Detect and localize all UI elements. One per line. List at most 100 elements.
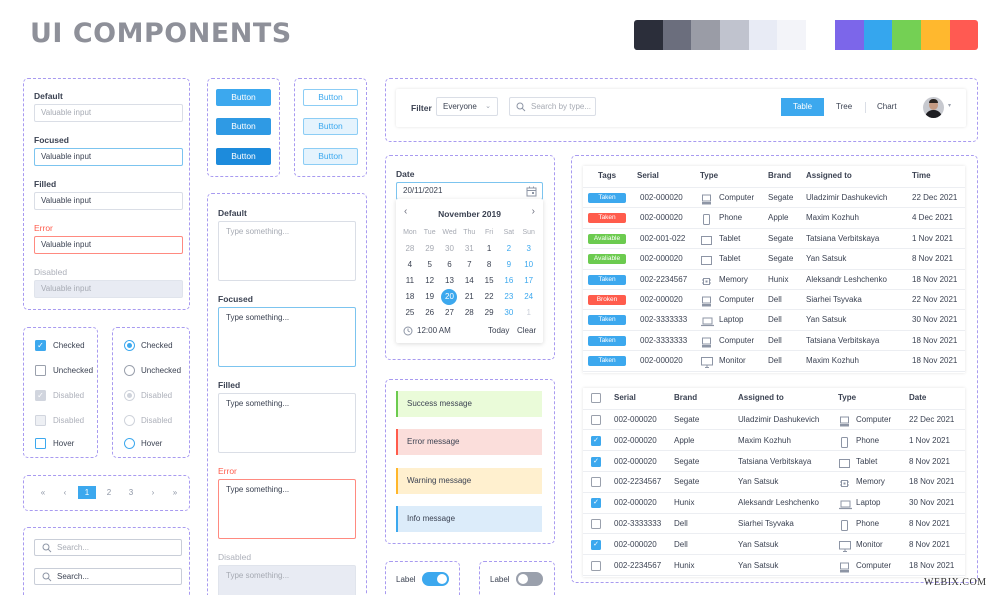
- tab-tree[interactable]: Tree: [836, 102, 853, 111]
- primary-button-hover[interactable]: Button: [216, 118, 271, 135]
- calendar-day[interactable]: 24: [524, 292, 534, 301]
- column-header[interactable]: Brand: [674, 393, 698, 402]
- next-page-button[interactable]: ›: [151, 488, 155, 497]
- table-row[interactable]: Avaliable 002-001-022 Tablet Segate Tatsiana…: [583, 229, 965, 250]
- focused-textarea[interactable]: Type something...: [218, 307, 356, 367]
- table-row[interactable]: Taken 002-3333333 Laptop Dell Yan Satsuk 30 N…: [583, 310, 965, 331]
- calendar-day[interactable]: 6: [447, 260, 452, 269]
- default-input[interactable]: Valuable input: [34, 104, 183, 122]
- secondary-button[interactable]: Button: [303, 89, 358, 106]
- column-header[interactable]: Type: [838, 393, 857, 402]
- next-month-icon[interactable]: ›: [531, 206, 535, 217]
- table-row[interactable]: 002-2234567 Hunix Yan Satsuk Computer 18 Nov…: [583, 556, 965, 576]
- calendar-day[interactable]: 20: [440, 289, 460, 305]
- table-row[interactable]: ✓ 002-000020 Segate Tatsiana Verbitskaya Tab…: [583, 452, 965, 472]
- secondary-button-hover[interactable]: Button: [303, 118, 358, 135]
- focused-input[interactable]: Valuable input: [34, 148, 183, 166]
- calendar-day[interactable]: 10: [524, 260, 534, 269]
- select-all-checkbox[interactable]: [591, 393, 601, 403]
- row-checkbox[interactable]: ✓: [591, 539, 601, 550]
- toggle-on[interactable]: [422, 572, 449, 586]
- tab-chart[interactable]: Chart: [877, 102, 897, 111]
- calendar-day[interactable]: 30: [504, 308, 514, 317]
- primary-button[interactable]: Button: [216, 89, 271, 106]
- table-row[interactable]: 002-3333333 Dell Siarhei Tsyvaka Phone 8 Nov…: [583, 514, 965, 535]
- page-1-button[interactable]: 1: [78, 486, 96, 499]
- toggle-off[interactable]: [516, 572, 543, 586]
- calendar-day[interactable]: 8: [486, 260, 492, 269]
- calendar-day[interactable]: 25: [405, 308, 415, 317]
- calendar-day[interactable]: 19: [425, 292, 435, 301]
- tab-table[interactable]: Table: [781, 98, 824, 116]
- toolbar-search-input[interactable]: Search by type...: [509, 97, 596, 116]
- calendar-day[interactable]: 14: [464, 276, 474, 285]
- today-button[interactable]: Today: [488, 326, 510, 335]
- column-header[interactable]: Serial: [614, 393, 636, 402]
- first-page-button[interactable]: «: [40, 488, 46, 497]
- calendar-day[interactable]: 1: [486, 244, 492, 253]
- column-header[interactable]: Date: [909, 393, 927, 402]
- page-3-button[interactable]: 3: [128, 488, 134, 497]
- table-row[interactable]: Broken 002-000020 Computer Dell Siarhei Tsyv…: [583, 290, 965, 311]
- table-row[interactable]: ✓ 002-000020 Apple Maxim Kozhuh Phone 1 Nov 2…: [583, 431, 965, 452]
- calendar-day[interactable]: 28: [464, 308, 474, 317]
- calendar-day[interactable]: 27: [445, 308, 454, 317]
- checkbox-unchecked[interactable]: Unchecked: [35, 365, 93, 376]
- table-row[interactable]: ✓ 002-000020 Hunix Aleksandr Leshchenko Lapt…: [583, 493, 965, 514]
- calendar-day[interactable]: 21: [464, 292, 474, 301]
- default-textarea[interactable]: Type something...: [218, 221, 356, 281]
- calendar-day[interactable]: 30: [445, 244, 454, 253]
- calendar-day[interactable]: 3: [526, 244, 531, 253]
- calendar-day[interactable]: 15: [484, 276, 494, 285]
- filled-input[interactable]: Valuable input: [34, 192, 183, 210]
- last-page-button[interactable]: »: [172, 488, 178, 497]
- row-checkbox[interactable]: [591, 560, 601, 571]
- calendar-day[interactable]: 11: [405, 276, 415, 285]
- prev-page-button[interactable]: ‹: [63, 488, 67, 497]
- calendar-day[interactable]: 29: [484, 308, 494, 317]
- row-checkbox[interactable]: ✓: [591, 435, 601, 446]
- table-row[interactable]: 002-000020 Segate Uladzimir Dashukevich Com…: [583, 410, 965, 431]
- radio-hover[interactable]: Hover: [124, 438, 162, 449]
- search-input[interactable]: Search...: [34, 539, 182, 556]
- search-input-filled[interactable]: Search...: [34, 568, 182, 585]
- calendar-day[interactable]: 1: [526, 308, 531, 317]
- calendar-day[interactable]: 29: [425, 244, 435, 253]
- checkbox-checked[interactable]: ✓ Checked: [35, 340, 85, 351]
- avatar[interactable]: [923, 97, 944, 118]
- column-header[interactable]: Type: [700, 171, 719, 180]
- clear-button[interactable]: Clear: [517, 326, 537, 335]
- column-header[interactable]: Serial: [637, 171, 659, 180]
- table-row[interactable]: Taken 002-2234567 Memory Hunix Aleksandr Les…: [583, 270, 965, 290]
- table-row[interactable]: Avaliable 002-000020 Tablet Segate Yan Satsu…: [583, 249, 965, 270]
- page-2-button[interactable]: 2: [106, 488, 112, 497]
- filled-textarea[interactable]: Type something...: [218, 393, 356, 453]
- time-value[interactable]: 12:00 AM: [417, 326, 451, 335]
- caret-down-icon[interactable]: ▾: [948, 103, 952, 109]
- filter-select[interactable]: Everyone ⌄: [436, 97, 498, 116]
- radio-checked[interactable]: Checked: [124, 340, 173, 351]
- prev-month-icon[interactable]: ‹: [404, 206, 408, 217]
- secondary-button-active[interactable]: Button: [303, 148, 358, 165]
- error-textarea[interactable]: Type something...: [218, 479, 356, 539]
- calendar-day[interactable]: 26: [425, 308, 435, 317]
- row-checkbox[interactable]: [591, 415, 601, 425]
- error-input[interactable]: Valuable input: [34, 236, 183, 254]
- calendar-day[interactable]: 28: [405, 244, 415, 253]
- column-header[interactable]: Time: [912, 171, 931, 180]
- radio-unchecked[interactable]: Unchecked: [124, 365, 181, 376]
- primary-button-active[interactable]: Button: [216, 148, 271, 165]
- calendar-day[interactable]: 4: [407, 260, 413, 269]
- calendar-day[interactable]: 23: [504, 292, 514, 301]
- calendar-day[interactable]: 13: [445, 276, 454, 285]
- calendar-day[interactable]: 22: [484, 292, 494, 301]
- calendar-day[interactable]: 17: [524, 276, 534, 285]
- calendar-day[interactable]: 31: [464, 244, 474, 253]
- table-row[interactable]: Taken 002-000020 Computer Segate Uladzimir D…: [583, 188, 965, 209]
- calendar-day[interactable]: 9: [506, 260, 512, 269]
- table-row[interactable]: Taken 002-3333333 Computer Dell Tatsiana Ver…: [583, 331, 965, 352]
- calendar-day[interactable]: 2: [506, 244, 512, 253]
- row-checkbox[interactable]: [591, 519, 601, 529]
- row-checkbox[interactable]: [591, 477, 601, 488]
- column-header[interactable]: Assigned to: [806, 171, 852, 180]
